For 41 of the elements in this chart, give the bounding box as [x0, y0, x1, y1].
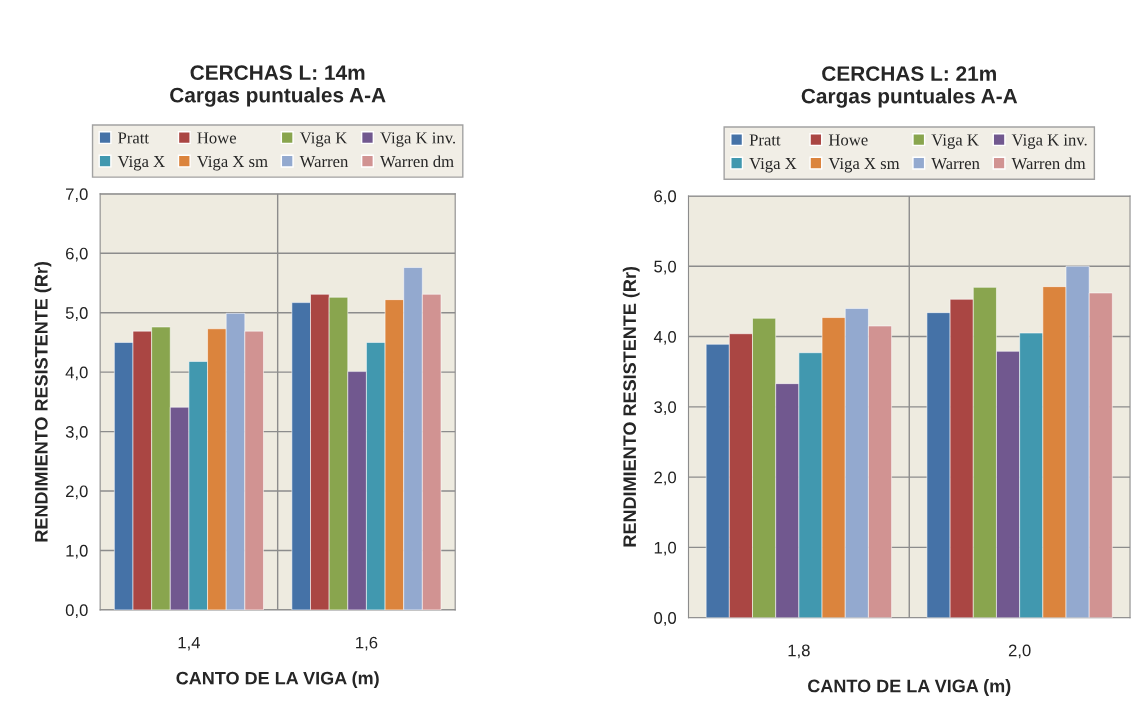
legend-label: Pratt: [749, 134, 781, 146]
y-axis-title: RENDIMIENTO RESISTENTE (Rr): [34, 261, 52, 542]
legend-label: Viga K: [299, 132, 348, 147]
legend-label: Viga X: [117, 155, 165, 171]
x-tick-label: 1,8: [788, 644, 810, 659]
legend-label: Howe: [828, 134, 868, 146]
y-tick-label: 5,0: [65, 307, 88, 321]
chart-title: CERCHAS L: 21m Cargas puntuales A-A: [801, 66, 1018, 108]
x-axis-title: CANTO DE LA VIGA (m): [808, 679, 1011, 696]
y-tick-label: 1,0: [654, 541, 677, 556]
legend-label: Viga X: [749, 157, 797, 173]
y-tick-label: 0,0: [65, 604, 88, 619]
y-tick-label: 2,0: [654, 471, 677, 486]
legend-label: Warren: [931, 158, 980, 170]
y-tick-label: 4,0: [65, 366, 88, 381]
x-tick-label: 2,0: [1008, 644, 1031, 659]
legend-label: Viga K inv.: [380, 132, 456, 147]
y-tick-label: 6,0: [654, 190, 677, 205]
y-tick-label: 6,0: [66, 247, 88, 262]
y-tick-label: 5,0: [654, 260, 677, 275]
y-axis-title: RENDIMIENTO RESISTENTE (Rr): [622, 266, 640, 547]
y-tick-label: 7,0: [66, 188, 88, 202]
x-tick-label: 1,4: [178, 636, 201, 651]
chart-title: CERCHAS L: 14m Cargas puntuales A-A: [170, 65, 386, 107]
legend-label: Viga K inv.: [1011, 134, 1087, 149]
x-axis-title: CANTO DE LA VIGA (m): [176, 671, 379, 689]
y-tick-label: 0,0: [654, 612, 677, 626]
legend-label: Viga K: [931, 134, 979, 149]
y-tick-label: 4,0: [653, 330, 677, 345]
legend-label: Viga X sm: [197, 155, 268, 171]
legend-label: Viga X sm: [828, 157, 900, 173]
legend-label: Warren: [299, 156, 349, 168]
x-tick-label: 1,6: [356, 636, 378, 651]
legend-label: Warren dm: [380, 155, 454, 168]
y-tick-label: 3,0: [65, 425, 88, 440]
y-tick-label: 3,0: [654, 401, 677, 415]
legend-label: Howe: [197, 132, 237, 144]
y-tick-label: 1,0: [66, 544, 88, 559]
legend-label: Pratt: [118, 132, 149, 144]
y-tick-label: 2,0: [66, 485, 88, 500]
legend-label: Warren dm: [1011, 157, 1086, 170]
